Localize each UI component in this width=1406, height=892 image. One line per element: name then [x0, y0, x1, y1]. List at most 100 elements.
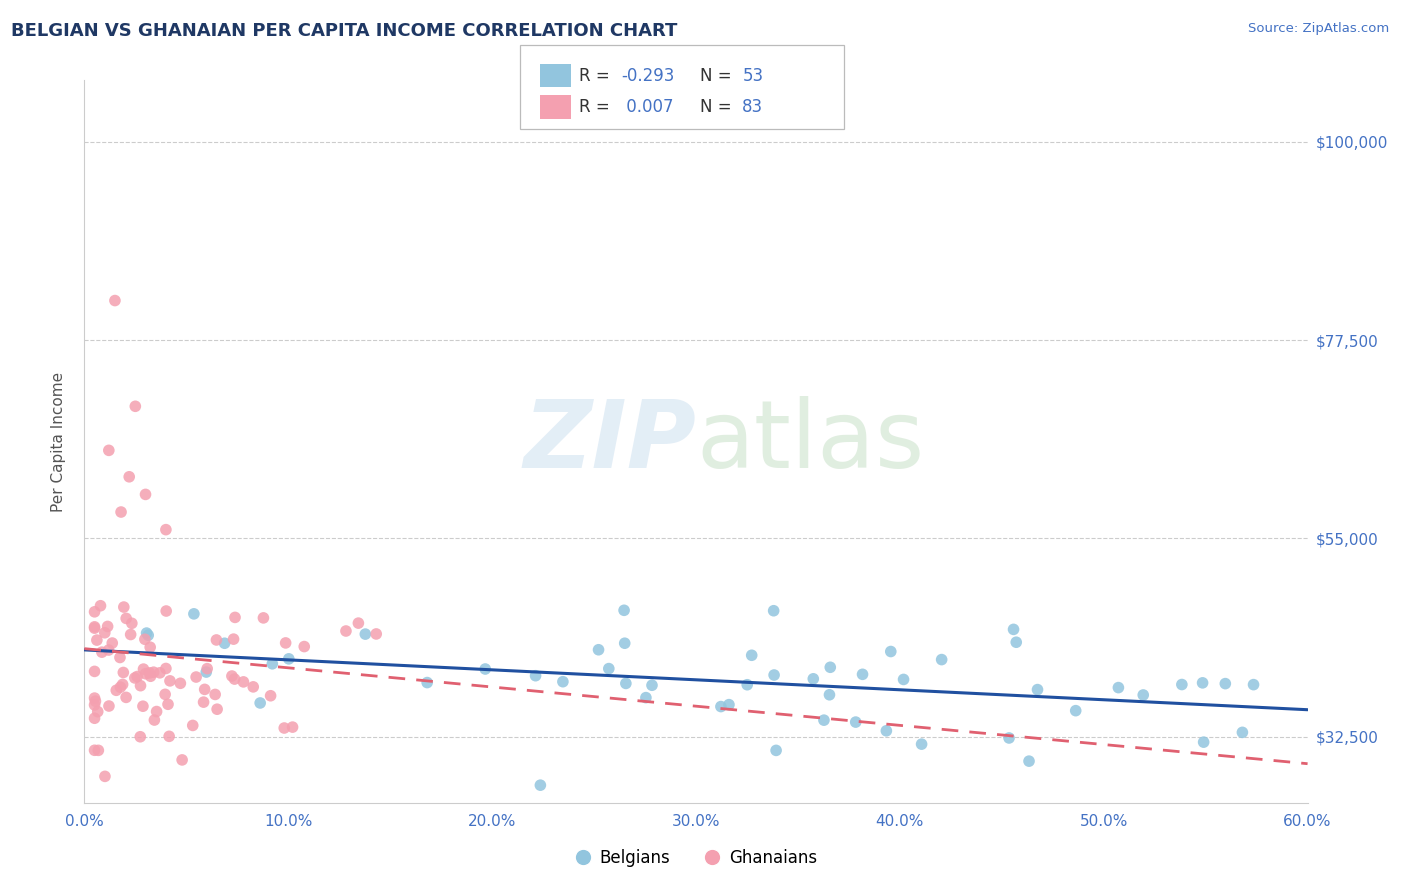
Point: [139, 640, 162, 655]
Point: [354, 627, 377, 641]
Point: [97, 699, 120, 714]
Text: 0.007: 0.007: [621, 98, 673, 116]
Point: [183, 607, 205, 621]
Point: [83, 711, 105, 725]
Point: [132, 662, 155, 676]
Point: [142, 665, 165, 680]
Point: [139, 669, 162, 683]
Point: [181, 718, 204, 732]
Point: [86, 633, 108, 648]
Point: [83, 620, 105, 634]
Point: [129, 679, 152, 693]
Point: [931, 652, 953, 666]
Point: [138, 665, 160, 680]
Point: [1232, 725, 1254, 739]
Point: [910, 737, 932, 751]
Point: [124, 671, 146, 685]
Point: [149, 665, 172, 680]
Text: BELGIAN VS GHANAIAN PER CAPITA INCOME CORRELATION CHART: BELGIAN VS GHANAIAN PER CAPITA INCOME CO…: [11, 22, 678, 40]
Point: [83, 605, 105, 619]
Point: [83, 691, 105, 706]
Point: [735, 678, 758, 692]
Point: [108, 650, 131, 665]
Point: [87, 743, 110, 757]
Point: [875, 723, 897, 738]
Point: [112, 665, 135, 680]
Point: [710, 699, 733, 714]
Text: ZIP: ZIP: [523, 395, 696, 488]
Point: [84, 694, 107, 708]
Point: [1171, 677, 1194, 691]
Point: [1018, 754, 1040, 768]
Point: [172, 753, 194, 767]
Point: [205, 632, 228, 647]
Point: [205, 702, 228, 716]
Text: Source: ZipAtlas.com: Source: ZipAtlas.com: [1249, 22, 1389, 36]
Point: [998, 731, 1021, 745]
Point: [134, 632, 156, 647]
Point: [94, 769, 117, 783]
Point: [845, 715, 868, 730]
Point: [252, 611, 274, 625]
Point: [129, 730, 152, 744]
Point: [1132, 688, 1154, 702]
Point: [818, 688, 841, 702]
Point: [104, 293, 127, 308]
Text: N =: N =: [700, 67, 737, 85]
Point: [1213, 676, 1236, 690]
Point: [232, 674, 254, 689]
Point: [124, 399, 146, 413]
Point: [155, 604, 177, 618]
Point: [641, 678, 664, 692]
Point: [598, 662, 620, 676]
Point: [292, 640, 315, 654]
Point: [717, 698, 740, 712]
Point: [83, 665, 105, 679]
Point: [89, 599, 111, 613]
Point: [1026, 682, 1049, 697]
Point: [613, 603, 636, 617]
Point: [529, 778, 551, 792]
Point: [97, 443, 120, 458]
Point: [1192, 735, 1215, 749]
Point: [762, 604, 785, 618]
Point: [221, 669, 243, 683]
Point: [143, 713, 166, 727]
Point: [127, 669, 149, 683]
Point: [115, 611, 138, 625]
Point: [195, 662, 218, 676]
Point: [851, 667, 873, 681]
Point: [1107, 681, 1129, 695]
Point: [249, 696, 271, 710]
Point: [132, 699, 155, 714]
Point: [101, 636, 124, 650]
Point: [112, 600, 135, 615]
Point: [83, 743, 105, 757]
Point: [820, 660, 842, 674]
Point: [614, 676, 637, 690]
Point: [90, 645, 112, 659]
Point: [551, 674, 574, 689]
Point: [274, 636, 297, 650]
Point: [193, 695, 215, 709]
Point: [155, 523, 177, 537]
Point: [145, 705, 167, 719]
Point: [184, 670, 207, 684]
Point: [94, 625, 117, 640]
Point: [741, 648, 763, 663]
Point: [214, 636, 236, 650]
Point: [801, 672, 824, 686]
Point: [156, 698, 179, 712]
Point: [115, 690, 138, 705]
Point: [366, 627, 388, 641]
Point: [763, 668, 786, 682]
Point: [273, 721, 295, 735]
Point: [195, 665, 218, 679]
Point: [121, 616, 143, 631]
Point: [224, 610, 246, 624]
Point: [87, 705, 110, 719]
Point: [97, 619, 120, 633]
Point: [893, 673, 915, 687]
Point: [524, 669, 547, 683]
Point: [110, 505, 132, 519]
